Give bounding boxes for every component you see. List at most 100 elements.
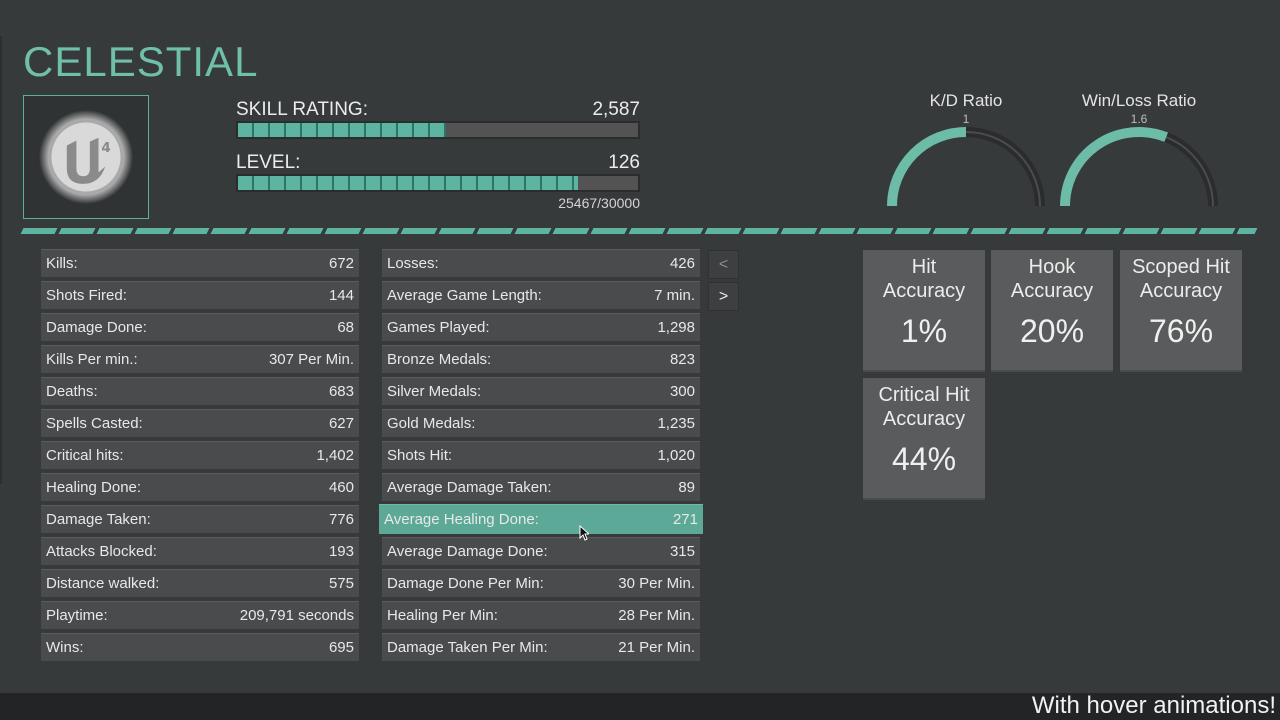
stat-label: Average Healing Done: (384, 511, 539, 528)
stat-row[interactable]: Average Healing Done: 271 (379, 504, 703, 534)
stat-label: Damage Taken: (46, 511, 151, 528)
stat-label: Damage Done Per Min: (387, 575, 544, 592)
stat-row[interactable]: Shots Hit: 1,020 (382, 441, 700, 469)
stat-row[interactable]: Losses: 426 (382, 249, 700, 277)
footer-caption: With hover animations! (1031, 692, 1276, 719)
scoped-hit-accuracy-card[interactable]: Scoped Hit Accuracy 76% (1120, 250, 1242, 372)
stat-row[interactable]: Average Damage Taken: 89 (382, 473, 700, 501)
stat-row[interactable]: Damage Taken: 776 (41, 505, 359, 533)
stat-row[interactable]: Kills: 672 (41, 249, 359, 277)
next-page-button[interactable]: > (708, 282, 739, 311)
stat-label: Deaths: (46, 383, 98, 400)
card-title-line1: Hook (1028, 256, 1076, 278)
stat-value: 1,298 (657, 319, 695, 336)
gauge-arc (1060, 127, 1218, 207)
stat-value: 144 (328, 287, 354, 304)
unreal-engine-logo-icon: 4 (38, 109, 134, 205)
stat-label: Playtime: (46, 607, 108, 624)
card-title-line2: Accuracy (1139, 280, 1223, 302)
stat-row[interactable]: Kills Per min.: 307 Per Min. (41, 345, 359, 373)
card-title-line2: Accuracy (882, 408, 966, 430)
hit-accuracy-card[interactable]: Hit Accuracy 1% (863, 250, 985, 372)
stat-label: Shots Fired: (46, 287, 127, 304)
stat-row[interactable]: Games Played: 1,298 (382, 313, 700, 341)
stat-row[interactable]: Healing Done: 460 (41, 473, 359, 501)
stat-value: 307 Per Min. (268, 351, 354, 368)
gauge-arc (887, 127, 1045, 207)
stats-column-right: Losses: 426 Average Game Length: 7 min. Game… (379, 249, 703, 665)
skill-rating-label: SKILL RATING: (236, 99, 368, 120)
stat-row[interactable]: Damage Done Per Min: 30 Per Min. (382, 569, 700, 597)
section-divider (20, 228, 1258, 234)
footer-bar: With hover animations! (0, 692, 1280, 720)
stat-value: 300 (669, 383, 695, 400)
kd-ratio-gauge[interactable]: K/D Ratio 1 (886, 91, 1046, 212)
stat-value: 575 (328, 575, 354, 592)
stat-label: Damage Done: (46, 319, 147, 336)
stat-value: 695 (328, 639, 354, 656)
stat-row[interactable]: Distance walked: 575 (41, 569, 359, 597)
stat-label: Bronze Medals: (387, 351, 492, 368)
stat-label: Wins: (46, 639, 84, 656)
stat-label: Games Played: (387, 319, 490, 336)
stat-row[interactable]: Shots Fired: 144 (41, 281, 359, 309)
stat-label: Shots Hit: (387, 447, 453, 464)
gauge-value: 1.6 (1130, 112, 1148, 126)
level-value: 126 (608, 152, 640, 173)
stat-value: 193 (328, 543, 354, 560)
stat-value: 315 (669, 543, 695, 560)
stat-row[interactable]: Attacks Blocked: 193 (41, 537, 359, 565)
left-edge-line (0, 36, 2, 484)
gauge-title: Win/Loss Ratio (1081, 91, 1197, 110)
stat-label: Losses: (387, 255, 439, 272)
stat-label: Damage Taken Per Min: (387, 639, 548, 656)
stat-row[interactable]: Playtime: 209,791 seconds (41, 601, 359, 629)
previous-page-button[interactable]: < (708, 250, 739, 279)
stat-label: Average Game Length: (387, 287, 542, 304)
stat-value: 1,235 (657, 415, 695, 432)
stat-row[interactable]: Silver Medals: 300 (382, 377, 700, 405)
stat-value: 68 (337, 319, 354, 336)
card-value: 1% (900, 313, 948, 349)
critical-hit-accuracy-card[interactable]: Critical Hit Accuracy 44% (863, 378, 985, 500)
stat-row[interactable]: Wins: 695 (41, 633, 359, 661)
win-loss-ratio-gauge[interactable]: Win/Loss Ratio 1.6 (1059, 91, 1219, 212)
stat-row[interactable]: Damage Done: 68 (41, 313, 359, 341)
stat-label: Kills: (46, 255, 78, 272)
stat-label: Attacks Blocked: (46, 543, 157, 560)
stat-row[interactable]: Damage Taken Per Min: 21 Per Min. (382, 633, 700, 661)
stat-value: 28 Per Min. (618, 607, 695, 624)
card-value: 44% (891, 441, 957, 477)
stat-value: 776 (328, 511, 354, 528)
stat-row[interactable]: Deaths: 683 (41, 377, 359, 405)
skill-rating-bar-fill (238, 123, 446, 137)
stat-row[interactable]: Healing Per Min: 28 Per Min. (382, 601, 700, 629)
gauge-title: K/D Ratio (929, 91, 1003, 110)
stat-row[interactable]: Average Damage Done: 315 (382, 537, 700, 565)
stat-row[interactable]: Gold Medals: 1,235 (382, 409, 700, 437)
player-avatar[interactable]: 4 (23, 95, 149, 219)
stat-label: Kills Per min.: (46, 351, 138, 368)
skill-rating-bar (236, 121, 640, 139)
level-bar (236, 174, 640, 192)
stat-value: 21 Per Min. (618, 639, 695, 656)
stat-value: 426 (669, 255, 695, 272)
stat-value: 209,791 seconds (239, 607, 354, 624)
stat-row[interactable]: Bronze Medals: 823 (382, 345, 700, 373)
stat-row[interactable]: Spells Casted: 627 (41, 409, 359, 437)
stat-value: 89 (678, 479, 695, 496)
stat-row[interactable]: Critical hits: 1,402 (41, 441, 359, 469)
stat-label: Gold Medals: (387, 415, 476, 432)
hook-accuracy-card[interactable]: Hook Accuracy 20% (991, 250, 1113, 372)
card-title-line2: Accuracy (882, 280, 966, 302)
stat-value: 823 (669, 351, 695, 368)
stat-value: 1,402 (316, 447, 354, 464)
stat-value: 460 (328, 479, 354, 496)
skill-rating-value: 2,587 (592, 99, 640, 120)
stat-label: Average Damage Taken: (387, 479, 552, 496)
stat-row[interactable]: Average Game Length: 7 min. (382, 281, 700, 309)
card-title-line1: Critical Hit (878, 384, 970, 406)
gauge-value: 1 (962, 112, 970, 126)
stat-value: 271 (672, 511, 698, 528)
card-title-line1: Scoped Hit (1132, 256, 1230, 278)
